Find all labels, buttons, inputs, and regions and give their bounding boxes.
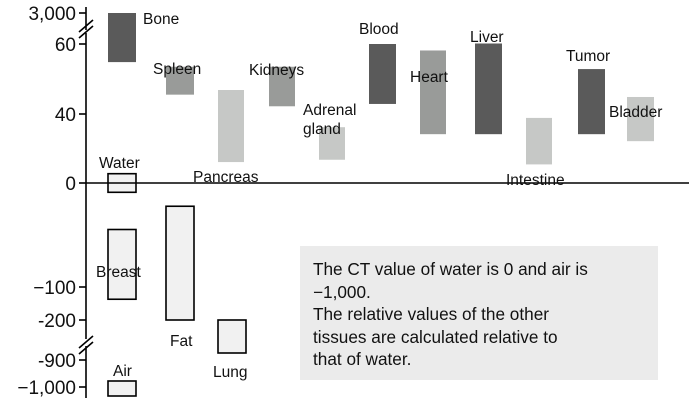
bar-label-intestine: Intestine (506, 172, 565, 189)
bar-kidneys (269, 66, 295, 107)
bar-label-fat: Fat (170, 333, 193, 350)
bar-heart (420, 50, 446, 135)
bar-intestine (526, 117, 552, 165)
bar-label-breast: Breast (96, 264, 141, 281)
bar-lung (217, 319, 247, 354)
y-tick-label: 60 (55, 35, 76, 56)
bar-adrenal-gland (319, 127, 345, 160)
bar-pancreas (218, 90, 244, 163)
y-axis (78, 7, 689, 398)
axis-break-lower (78, 335, 94, 355)
bar-label-lung: Lung (213, 364, 247, 381)
y-tick-label: -200 (38, 311, 76, 332)
bar-label-air: Air (113, 363, 132, 380)
bar-tumor (578, 69, 605, 135)
bar-label-adrenal-gland: Adrenal gland (303, 102, 356, 138)
bar-label-bone: Bone (143, 11, 179, 28)
bar-label-pancreas: Pancreas (193, 169, 259, 186)
bar-label-blood: Blood (359, 21, 399, 38)
y-ticks: 3,000 60 40 0 −100 -200 -900 −1,000 (17, 4, 86, 399)
note-line-1: The CT value of water is 0 and air is (313, 259, 588, 279)
y-tick-label: 3,000 (28, 4, 76, 25)
y-tick-label: -900 (38, 351, 76, 372)
bar-labels: Bone Spleen Pancreas Kidneys Adrenal gland Blo… (96, 11, 662, 381)
note-line-5: that of water. (313, 349, 412, 369)
bar-liver (475, 43, 502, 135)
y-tick-label: −1,000 (17, 378, 76, 399)
note-line-4: tissues are calculated relative to (313, 326, 558, 347)
bar-spleen (166, 66, 194, 95)
note-line-2: −1,000. (313, 281, 371, 302)
bar-label-bladder: Bladder (609, 104, 662, 121)
bar-air (107, 380, 137, 397)
bar-bone (108, 13, 136, 63)
bar-breast (107, 228, 137, 301)
bar-blood (369, 44, 396, 104)
bar-fat (165, 205, 195, 321)
bar-label-heart: Heart (410, 69, 449, 86)
y-tick-label: −100 (33, 278, 76, 299)
y-tick-label: 0 (65, 174, 76, 195)
bars-layer (107, 13, 654, 397)
bar-label-spleen: Spleen (153, 61, 201, 78)
bar-label-water: Water (99, 155, 140, 172)
bar-label-kidneys: Kidneys (249, 62, 304, 79)
note-line-3: The relative values of the other (313, 304, 549, 324)
bar-label-tumor: Tumor (566, 48, 610, 65)
y-tick-label: 40 (55, 105, 76, 126)
bar-bladder (627, 96, 654, 142)
bar-label-liver: Liver (470, 29, 504, 46)
axis-break-upper (78, 19, 94, 39)
info-note: The CT value of water is 0 and air is −1… (300, 246, 658, 380)
